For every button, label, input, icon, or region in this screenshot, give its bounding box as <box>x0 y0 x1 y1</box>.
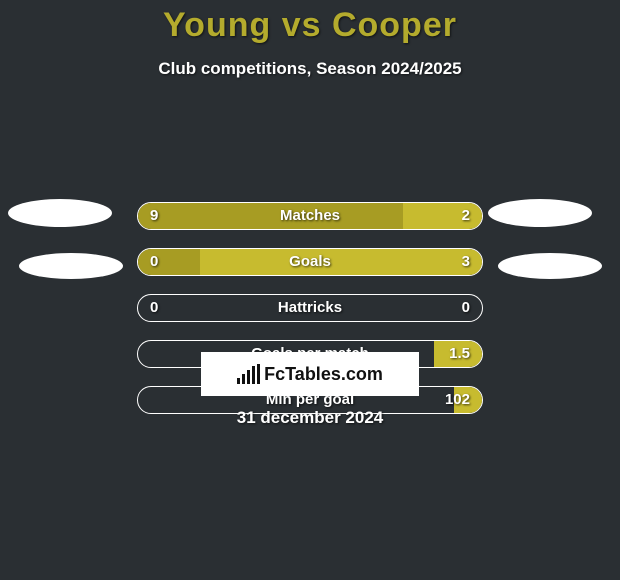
stat-value-right: 2 <box>462 202 470 230</box>
stat-bar-track <box>137 248 483 276</box>
stat-bar-track <box>137 294 483 322</box>
page-title: Young vs Cooper <box>0 0 620 45</box>
stat-bar-left-fill <box>138 249 200 275</box>
player-ellipse-right <box>488 199 592 227</box>
stat-value-right: 3 <box>462 248 470 276</box>
stat-value-right: 0 <box>462 294 470 322</box>
stat-value-left: 0 <box>150 294 158 322</box>
stat-bar-track <box>137 202 483 230</box>
date-line: 31 december 2024 <box>0 408 620 428</box>
player-ellipse-left <box>8 199 112 227</box>
stat-value-left: 0 <box>150 248 158 276</box>
comparison-infographic: Young vs Cooper Club competitions, Seaso… <box>0 0 620 580</box>
player-ellipse-right <box>498 253 602 279</box>
stat-bar-right-fill <box>403 203 482 229</box>
stat-bar-right-fill <box>200 249 482 275</box>
logo-bars-icon <box>237 364 260 384</box>
fctables-logo: FcTables.com <box>201 352 419 396</box>
logo-text: FcTables.com <box>264 364 383 385</box>
player-ellipse-left <box>19 253 123 279</box>
stat-value-right: 1.5 <box>449 340 470 368</box>
stat-value-left: 9 <box>150 202 158 230</box>
stat-bar-left-fill <box>138 203 403 229</box>
stat-row: Hattricks00 <box>0 294 620 322</box>
page-subtitle: Club competitions, Season 2024/2025 <box>0 59 620 79</box>
